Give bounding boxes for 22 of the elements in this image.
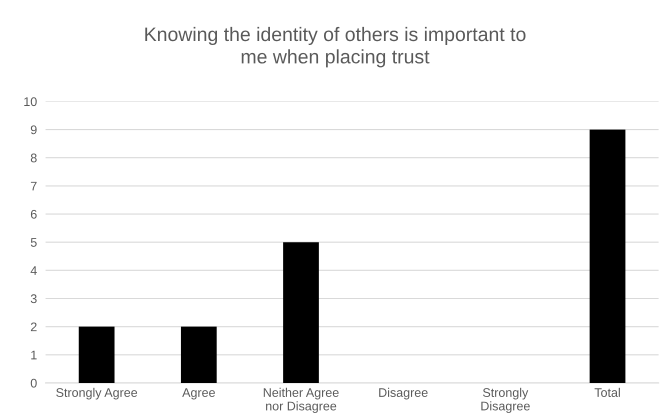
bar <box>283 242 319 383</box>
y-tick-label: 3 <box>30 294 37 304</box>
y-tick-label: 5 <box>30 238 37 247</box>
x-tick-label: Disagree <box>379 388 428 400</box>
y-tick-label: 4 <box>30 266 37 275</box>
x-tick-label: Strongly Agree <box>56 388 138 400</box>
x-tick-label: Neither Agree nor Disagree <box>264 388 339 413</box>
x-tick-label: Strongly Disagree <box>481 388 530 413</box>
x-tick-label: Agree <box>182 388 215 400</box>
y-tick-label: 9 <box>30 125 37 134</box>
chart-title: Knowing the identity of others is important to me when placing trust <box>145 26 526 68</box>
y-tick-label: 7 <box>30 182 37 190</box>
y-tick-label: 2 <box>30 322 37 332</box>
y-tick-label: 10 <box>24 97 37 106</box>
y-tick-label: 6 <box>30 210 37 219</box>
y-tick-label: 8 <box>30 154 37 162</box>
bar <box>180 326 217 383</box>
bar <box>590 130 626 383</box>
x-tick-label: Total <box>594 388 620 397</box>
bar <box>78 326 115 383</box>
y-tick-label: 0 <box>30 378 37 388</box>
y-tick-label: 1 <box>31 350 37 360</box>
